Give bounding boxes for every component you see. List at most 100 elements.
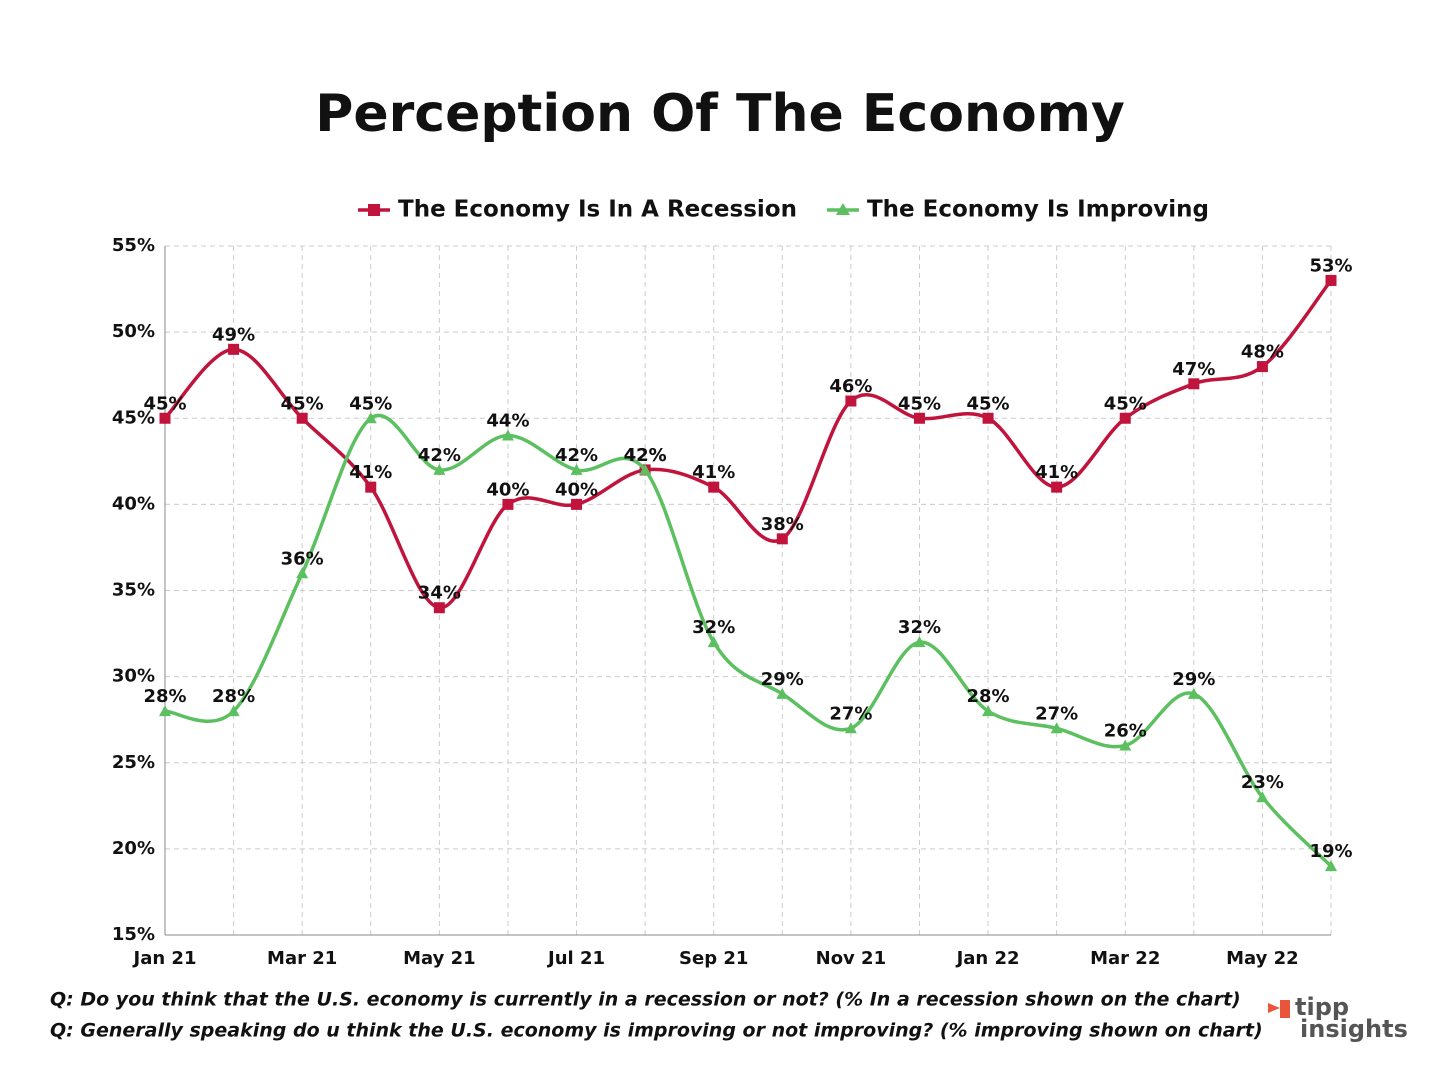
y-tick-label: 40% xyxy=(112,493,155,514)
data-label: 29% xyxy=(1172,669,1215,690)
x-tick-label: Jul 21 xyxy=(546,948,605,969)
marker xyxy=(1325,860,1337,872)
x-tick-label: Mar 21 xyxy=(267,948,337,969)
data-label: 41% xyxy=(1035,462,1078,483)
legend-label: The Economy Is In A Recession xyxy=(398,197,797,223)
marker xyxy=(982,705,995,717)
data-label: 45% xyxy=(349,393,392,414)
data-label: 32% xyxy=(692,617,735,638)
data-label: 29% xyxy=(761,669,804,690)
data-label: 23% xyxy=(1241,772,1284,793)
marker xyxy=(1325,274,1337,286)
marker xyxy=(227,705,240,717)
data-label: 47% xyxy=(1172,359,1215,380)
data-label: 45% xyxy=(967,393,1010,414)
data-label: 40% xyxy=(486,479,529,500)
marker xyxy=(776,533,788,545)
marker xyxy=(913,412,925,424)
y-tick-label: 30% xyxy=(112,666,155,687)
data-label: 28% xyxy=(143,686,186,707)
data-label: 45% xyxy=(143,393,186,414)
logo-text: tipp xyxy=(1295,993,1349,1021)
data-label: 41% xyxy=(349,462,392,483)
data-label: 26% xyxy=(1104,721,1147,742)
marker xyxy=(159,412,171,424)
x-tick-label: Jan 21 xyxy=(132,948,197,969)
data-label: 42% xyxy=(624,445,667,466)
y-tick-label: 45% xyxy=(112,407,155,428)
marker xyxy=(913,636,926,648)
data-label: 32% xyxy=(898,617,941,638)
data-label: 46% xyxy=(829,376,872,397)
data-label: 53% xyxy=(1309,255,1352,276)
marker xyxy=(1188,378,1200,390)
marker xyxy=(845,395,857,407)
x-tick-label: Mar 22 xyxy=(1090,948,1160,969)
series-line xyxy=(163,279,1333,610)
marker xyxy=(1050,722,1063,734)
marker xyxy=(296,412,308,424)
data-label: 41% xyxy=(692,462,735,483)
y-tick-label: 50% xyxy=(112,321,155,342)
marker xyxy=(296,567,309,579)
data-label: 34% xyxy=(418,583,461,604)
y-tick-label: 25% xyxy=(112,752,155,773)
data-label: 49% xyxy=(212,324,255,345)
marker xyxy=(571,498,583,510)
y-tick-label: 55% xyxy=(112,235,155,256)
footnote: Q: Generally speaking do u think the U.S… xyxy=(50,1020,1263,1042)
marker xyxy=(159,705,171,717)
marker xyxy=(1187,687,1200,699)
data-label: 19% xyxy=(1309,841,1352,862)
marker xyxy=(639,463,652,475)
marker xyxy=(776,687,789,699)
marker xyxy=(228,343,240,355)
data-label: 45% xyxy=(281,393,324,414)
marker xyxy=(433,463,446,475)
data-label: 45% xyxy=(898,393,941,414)
legend-label: The Economy Is Improving xyxy=(867,197,1209,223)
marker xyxy=(501,429,514,441)
x-tick-label: Nov 21 xyxy=(816,948,886,969)
logo-text: insights xyxy=(1300,1015,1408,1043)
marker xyxy=(844,722,857,734)
y-tick-label: 35% xyxy=(112,580,155,601)
data-label: 42% xyxy=(418,445,461,466)
marker xyxy=(570,463,583,475)
marker xyxy=(365,481,377,493)
x-tick-label: Sep 21 xyxy=(679,948,748,969)
marker xyxy=(433,602,445,614)
x-tick-label: May 22 xyxy=(1226,948,1299,969)
x-tick-label: May 21 xyxy=(403,948,476,969)
logo-icon xyxy=(1268,1000,1290,1018)
marker xyxy=(707,636,720,648)
marker xyxy=(364,412,377,424)
data-label: 48% xyxy=(1241,342,1284,363)
marker xyxy=(982,412,994,424)
data-label: 42% xyxy=(555,445,598,466)
marker xyxy=(1051,481,1063,493)
marker xyxy=(1256,791,1269,803)
marker xyxy=(1256,361,1268,373)
data-label: 45% xyxy=(1104,393,1147,414)
marker xyxy=(1119,412,1131,424)
x-tick-label: Jan 22 xyxy=(955,948,1020,969)
marker xyxy=(502,498,514,510)
y-tick-label: 15% xyxy=(112,924,155,945)
chart-title: Perception Of The Economy xyxy=(315,84,1125,144)
marker xyxy=(708,481,720,493)
data-label: 40% xyxy=(555,479,598,500)
data-label: 28% xyxy=(212,686,255,707)
data-label: 28% xyxy=(967,686,1010,707)
legend-marker xyxy=(368,204,380,216)
data-label: 38% xyxy=(761,514,804,535)
data-label: 27% xyxy=(1035,703,1078,724)
y-tick-label: 20% xyxy=(112,838,155,859)
footnote: Q: Do you think that the U.S. economy is… xyxy=(50,989,1241,1011)
legend-marker xyxy=(835,203,850,215)
series-line xyxy=(164,413,1333,868)
data-label: 36% xyxy=(281,548,324,569)
marker xyxy=(1119,739,1132,751)
